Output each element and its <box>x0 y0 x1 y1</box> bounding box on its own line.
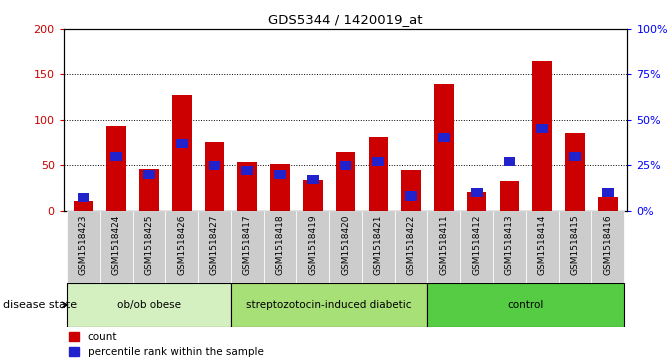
Title: GDS5344 / 1420019_at: GDS5344 / 1420019_at <box>268 13 423 26</box>
Bar <box>471 188 482 197</box>
Bar <box>565 133 585 211</box>
Bar <box>242 166 253 175</box>
Bar <box>536 124 548 133</box>
Bar <box>143 170 155 179</box>
Text: GSM1518423: GSM1518423 <box>79 214 88 275</box>
Text: GSM1518411: GSM1518411 <box>440 214 448 275</box>
Bar <box>460 211 493 283</box>
Text: GSM1518417: GSM1518417 <box>243 214 252 275</box>
Bar <box>500 180 519 211</box>
Text: GSM1518427: GSM1518427 <box>210 214 219 275</box>
Text: disease state: disease state <box>3 300 77 310</box>
Bar <box>74 201 93 211</box>
Bar <box>297 211 329 283</box>
Bar <box>139 169 159 211</box>
Bar <box>558 211 591 283</box>
Bar <box>336 152 356 211</box>
Bar <box>231 283 427 327</box>
Legend: count, percentile rank within the sample: count, percentile rank within the sample <box>69 332 264 357</box>
Bar <box>198 211 231 283</box>
Bar <box>493 211 526 283</box>
Bar <box>209 160 220 170</box>
Bar <box>78 193 89 203</box>
Bar <box>307 175 319 184</box>
Bar <box>503 157 515 166</box>
Bar <box>427 211 460 283</box>
Bar <box>329 211 362 283</box>
Bar <box>427 283 624 327</box>
Bar <box>602 188 613 197</box>
Bar <box>438 134 450 143</box>
Bar <box>110 152 122 160</box>
Bar <box>67 283 231 327</box>
Bar <box>303 180 323 211</box>
Bar <box>526 211 558 283</box>
Text: GSM1518419: GSM1518419 <box>308 214 317 275</box>
Bar <box>231 211 264 283</box>
Bar <box>106 126 126 211</box>
Text: GSM1518414: GSM1518414 <box>537 214 547 275</box>
Bar <box>100 211 133 283</box>
Text: GSM1518415: GSM1518415 <box>570 214 580 275</box>
Bar <box>274 170 286 179</box>
Bar <box>467 192 486 211</box>
Text: GSM1518422: GSM1518422 <box>407 214 415 274</box>
Bar <box>598 197 617 211</box>
Bar <box>340 160 352 170</box>
Bar <box>172 95 191 211</box>
Bar <box>362 211 395 283</box>
Text: GSM1518420: GSM1518420 <box>341 214 350 275</box>
Bar <box>532 61 552 211</box>
Bar <box>67 211 100 283</box>
Bar <box>205 142 224 211</box>
Bar <box>368 137 388 211</box>
Bar <box>264 211 297 283</box>
Bar <box>405 192 417 200</box>
Bar <box>176 139 188 148</box>
Bar <box>591 211 624 283</box>
Text: control: control <box>507 300 544 310</box>
Text: ob/ob obese: ob/ob obese <box>117 300 181 310</box>
Bar <box>401 170 421 211</box>
Bar <box>434 85 454 211</box>
Text: streptozotocin-induced diabetic: streptozotocin-induced diabetic <box>246 300 412 310</box>
Bar <box>270 164 290 211</box>
Text: GSM1518424: GSM1518424 <box>111 214 121 274</box>
Bar <box>238 163 257 211</box>
Text: GSM1518413: GSM1518413 <box>505 214 514 275</box>
Bar <box>395 211 427 283</box>
Text: GSM1518426: GSM1518426 <box>177 214 187 275</box>
Bar <box>133 211 165 283</box>
Bar <box>372 157 384 166</box>
Text: GSM1518425: GSM1518425 <box>144 214 154 275</box>
Bar <box>569 152 581 160</box>
Text: GSM1518412: GSM1518412 <box>472 214 481 275</box>
Text: GSM1518416: GSM1518416 <box>603 214 612 275</box>
Bar <box>165 211 198 283</box>
Text: GSM1518418: GSM1518418 <box>276 214 285 275</box>
Text: GSM1518421: GSM1518421 <box>374 214 383 275</box>
